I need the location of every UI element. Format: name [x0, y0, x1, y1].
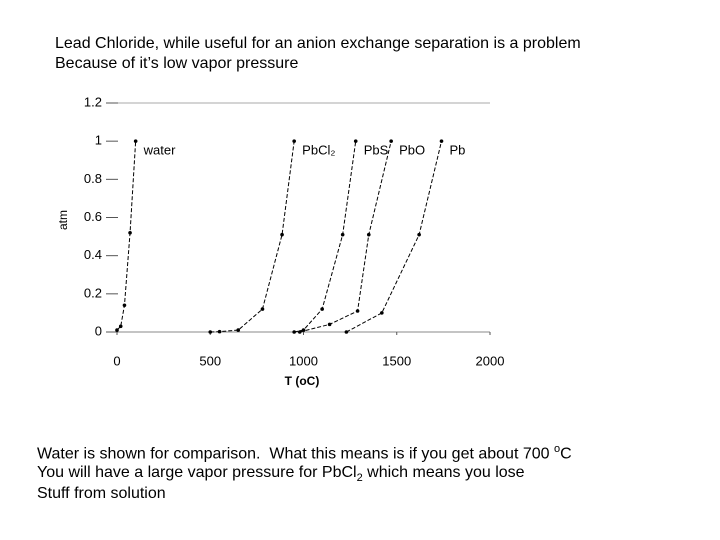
footer-line: Stuff from solution: [37, 485, 166, 503]
series-label: Pb: [450, 143, 466, 158]
data-point: [417, 232, 421, 237]
data-point: [389, 139, 393, 143]
data-point: [340, 232, 345, 237]
series-label: PbS: [364, 143, 389, 158]
y-tick-label: 1: [95, 133, 102, 148]
series-line: [210, 141, 295, 333]
data-point: [292, 330, 296, 334]
data-point: [366, 232, 371, 237]
y-tick-label: 0.2: [84, 285, 102, 300]
data-point: [236, 328, 241, 332]
data-point: [122, 303, 127, 308]
y-axis-label: atm: [56, 210, 70, 230]
footer-text: Water is shown for comparison. What this…: [37, 445, 554, 463]
data-point: [380, 311, 384, 315]
x-tick-label: 0: [113, 353, 120, 368]
data-point: [115, 328, 119, 332]
data-point: [118, 324, 123, 329]
data-point: [297, 330, 302, 334]
series-label: PbCl₂: [302, 143, 335, 158]
data-point: [260, 307, 265, 311]
data-point: [320, 307, 324, 311]
data-point: [344, 330, 349, 334]
data-point: [327, 322, 332, 327]
footer-text: 2: [356, 472, 363, 485]
data-point: [280, 232, 284, 237]
footer-text: o: [553, 443, 561, 455]
data-point: [217, 329, 222, 334]
data-point: [353, 139, 358, 143]
x-tick-label: 500: [199, 353, 221, 368]
footer-text: Stuff from solution: [37, 485, 166, 502]
data-point: [355, 309, 360, 313]
y-tick-label: 1.2: [84, 94, 102, 109]
x-tick-label: 2000: [476, 353, 505, 368]
footer-text: C: [560, 445, 572, 463]
data-point: [208, 330, 213, 334]
y-tick-label: 0: [95, 323, 102, 338]
x-axis-label: T (oC): [285, 374, 320, 388]
footer-line: Water is shown for comparison. What this…: [37, 443, 572, 463]
data-point: [439, 139, 444, 143]
series-label: PbO: [399, 143, 425, 158]
footer-line: You will have a large vapor pressure for…: [37, 464, 525, 484]
data-point: [292, 139, 296, 143]
data-point: [133, 139, 138, 143]
header-line: Because of it’s low vapor pressure: [55, 55, 299, 72]
y-tick-label: 0.4: [84, 247, 102, 262]
header-line: Lead Chloride, while useful for an anion…: [55, 35, 581, 52]
footer-text: which means you lose: [362, 464, 525, 481]
x-tick-label: 1500: [382, 353, 411, 368]
series-line: [299, 141, 392, 333]
series-line: [294, 141, 357, 333]
series-line: [116, 141, 137, 331]
y-tick-label: 0.6: [84, 209, 102, 224]
x-tick-label: 1000: [289, 353, 318, 368]
data-point: [128, 230, 132, 235]
y-tick-label: 0.8: [84, 171, 102, 186]
footer-text: You will have a large vapor pressure for…: [37, 464, 357, 481]
series-label: water: [143, 143, 176, 158]
series-line: [346, 141, 442, 333]
